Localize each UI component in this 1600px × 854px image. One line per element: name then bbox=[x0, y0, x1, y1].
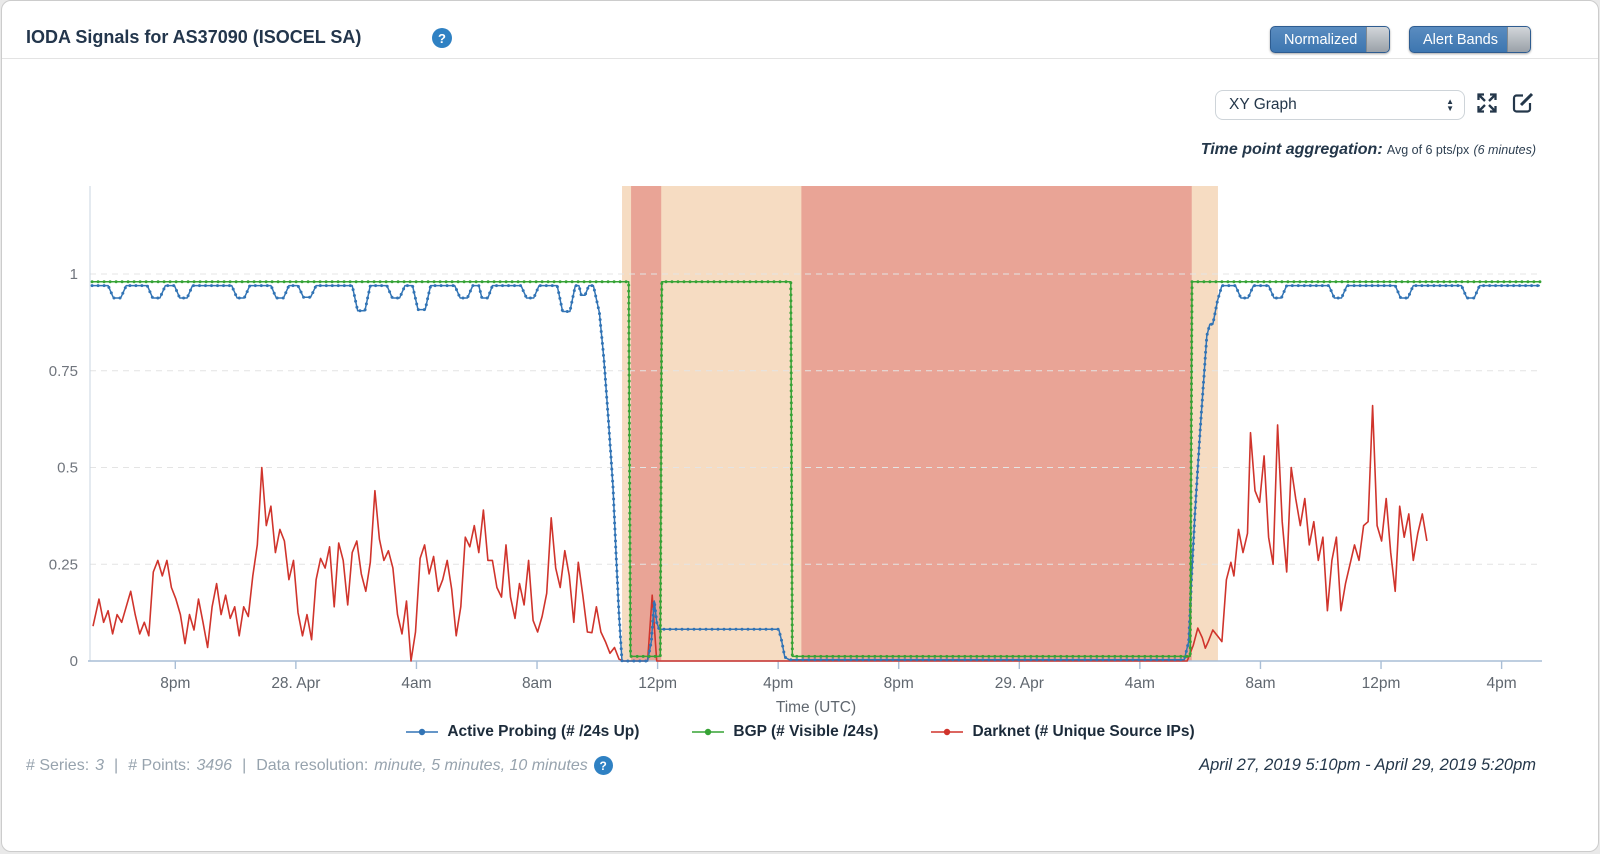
alert-band-dark bbox=[801, 186, 1192, 661]
alert-bands-toggle[interactable]: Alert Bands bbox=[1409, 26, 1531, 53]
x-tick-label: 8am bbox=[1245, 675, 1275, 692]
series-stats: # Series: 3 | # Points: 3496 | Data reso… bbox=[26, 756, 613, 775]
resolution-label: Data resolution: bbox=[256, 756, 369, 774]
resolution-help-icon[interactable]: ? bbox=[593, 756, 613, 775]
gridlines: 0 0.25 0.5 0.75 1 bbox=[49, 266, 1542, 670]
x-tick-label: 12pm bbox=[638, 675, 677, 692]
time-aggregation-row: Time point aggregation: Avg of 6 pts/px … bbox=[1201, 141, 1536, 159]
legend-item-bgp[interactable]: BGP (# Visible /24s) bbox=[691, 723, 878, 741]
x-tick-label: 8am bbox=[522, 675, 552, 692]
legend-label: BGP (# Visible /24s) bbox=[733, 723, 879, 740]
date-range: April 27, 2019 5:10pm - April 29, 2019 5… bbox=[1199, 756, 1536, 774]
header-divider bbox=[2, 58, 1598, 59]
x-tick-label: 4pm bbox=[763, 675, 793, 692]
normalized-toggle[interactable]: Normalized bbox=[1270, 26, 1391, 53]
x-tick-label: 29. Apr bbox=[995, 675, 1044, 692]
series-line bbox=[92, 404, 1428, 662]
aggregation-value: Avg of 6 pts/px bbox=[1386, 143, 1470, 157]
legend-item-active-probing[interactable]: Active Probing (# /24s Up) bbox=[405, 723, 639, 741]
chart-footer: # Series: 3 | # Points: 3496 | Data reso… bbox=[26, 756, 1536, 775]
x-tick-label: 8pm bbox=[884, 675, 914, 692]
x-tick-label: 28. Apr bbox=[271, 675, 320, 692]
legend-marker-icon bbox=[406, 728, 439, 736]
chart-canvas[interactable]: 0 0.25 0.5 0.75 1 8pm 28. Apr 4am 8am 12pm 4pm 8pm 2… bbox=[2, 141, 1599, 723]
series-1 bbox=[90, 280, 1542, 658]
legend-marker-icon bbox=[692, 728, 725, 736]
x-tick-label: 12pm bbox=[1362, 675, 1401, 692]
y-tick-label: 0.5 bbox=[57, 460, 78, 477]
legend-label: Active Probing (# /24s Up) bbox=[447, 723, 640, 740]
toggle-knob[interactable] bbox=[1506, 27, 1530, 52]
legend-label: Darknet (# Unique Source IPs) bbox=[972, 723, 1195, 740]
series-0 bbox=[90, 284, 1540, 663]
y-tick-label: 0 bbox=[70, 653, 78, 670]
select-arrows-icon: ▲ ▼ bbox=[1446, 97, 1454, 113]
points-count-value: 3496 bbox=[196, 756, 233, 774]
separator: | bbox=[242, 756, 247, 774]
alert-bands bbox=[622, 186, 1218, 661]
x-tick-label: 4am bbox=[1125, 675, 1155, 692]
separator: | bbox=[114, 756, 119, 774]
legend-marker-icon bbox=[931, 728, 964, 736]
x-axis-title: Time (UTC) bbox=[776, 699, 856, 716]
chart-type-selected-value: XY Graph bbox=[1229, 96, 1297, 113]
legend-item-darknet[interactable]: Darknet (# Unique Source IPs) bbox=[930, 723, 1195, 741]
x-axis-ticks: 8pm 28. Apr 4am 8am 12pm 4pm 8pm 29. Apr 4am 8am 1… bbox=[160, 661, 1517, 692]
aggregation-label: Time point aggregation: bbox=[1200, 141, 1383, 158]
points-count-label: # Points: bbox=[128, 756, 191, 774]
edit-icon[interactable] bbox=[1511, 91, 1535, 115]
normalized-toggle-label: Normalized bbox=[1284, 31, 1358, 48]
x-tick-label: 4pm bbox=[1487, 675, 1517, 692]
chart-type-select[interactable]: XY Graph ▲ ▼ bbox=[1215, 90, 1465, 120]
x-tick-label: 4am bbox=[401, 675, 431, 692]
y-tick-label: 1 bbox=[70, 266, 78, 283]
aggregation-note: (6 minutes) bbox=[1473, 143, 1536, 157]
resolution-value: minute, 5 minutes, 10 minutes bbox=[374, 756, 588, 774]
expand-icon[interactable] bbox=[1475, 91, 1499, 115]
y-tick-label: 0.25 bbox=[49, 556, 78, 573]
page-title-text: IODA Signals for AS37090 (ISOCEL SA) bbox=[26, 27, 362, 47]
series-count-label: # Series: bbox=[26, 756, 90, 774]
series-count-value: 3 bbox=[95, 756, 105, 774]
series-2 bbox=[92, 404, 1428, 662]
toggle-knob[interactable] bbox=[1366, 27, 1390, 52]
x-tick-label: 8pm bbox=[160, 675, 190, 692]
alert-bands-toggle-label: Alert Bands bbox=[1423, 31, 1498, 48]
alert-band-dark bbox=[631, 186, 662, 661]
chart-legend: Active Probing (# /24s Up) BGP (# Visibl… bbox=[2, 723, 1598, 741]
title-help-icon[interactable]: ? bbox=[432, 28, 452, 48]
page-title: IODA Signals for AS37090 (ISOCEL SA) bbox=[26, 27, 361, 48]
y-tick-label: 0.75 bbox=[49, 363, 78, 380]
